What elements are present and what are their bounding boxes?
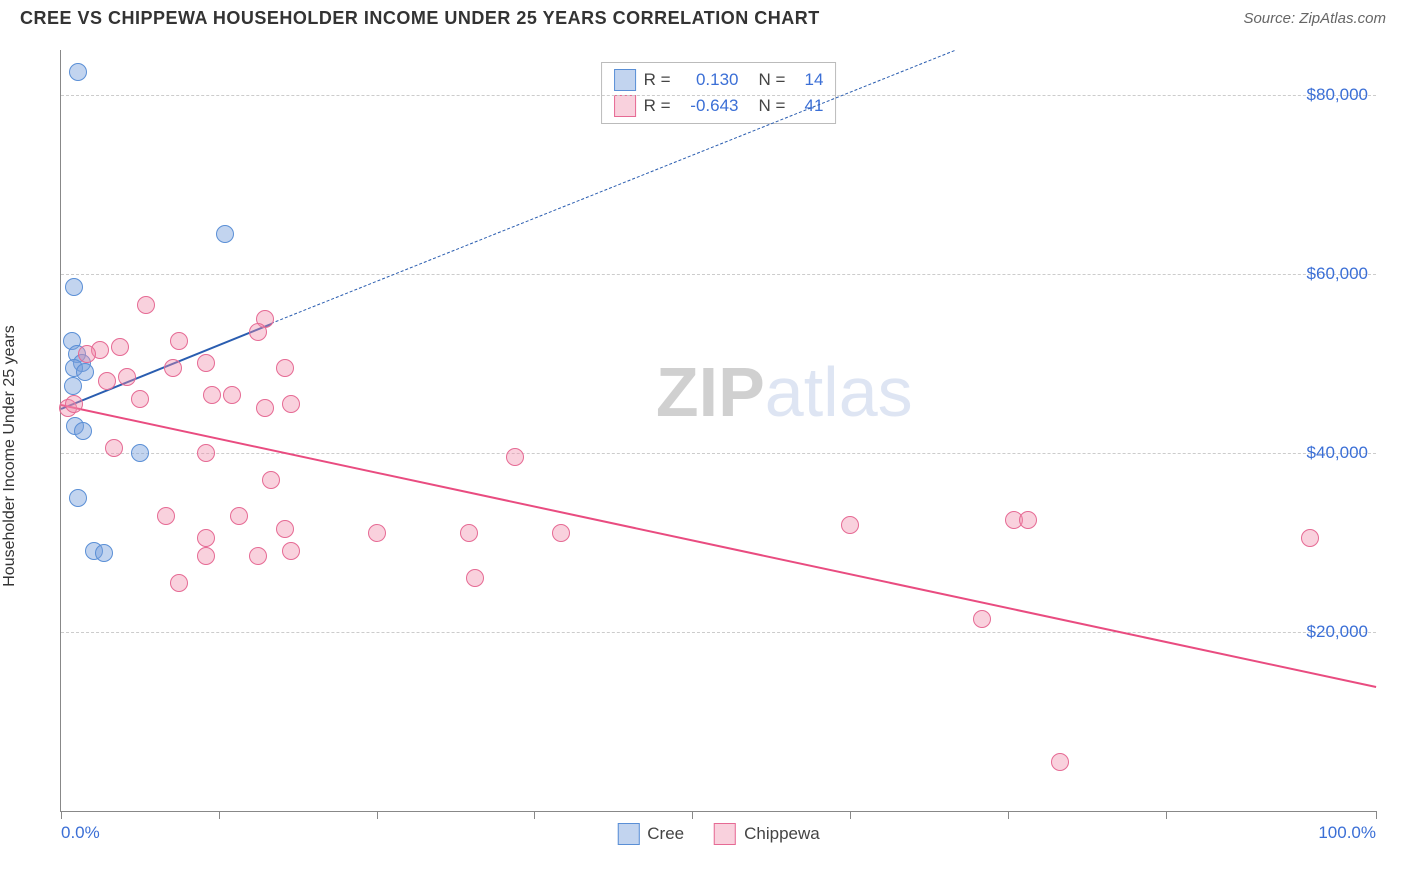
data-point <box>216 225 234 243</box>
x-tick <box>219 811 220 819</box>
y-tick-label: $60,000 <box>1307 264 1368 284</box>
data-point <box>197 354 215 372</box>
data-point <box>552 524 570 542</box>
data-point <box>223 386 241 404</box>
data-point <box>197 529 215 547</box>
data-point <box>78 345 96 363</box>
x-tick <box>1008 811 1009 819</box>
watermark-zip: ZIP <box>656 352 765 432</box>
gridline <box>61 453 1376 454</box>
data-point <box>368 524 386 542</box>
data-point <box>137 296 155 314</box>
r-value: 0.130 <box>679 70 739 90</box>
data-point <box>170 332 188 350</box>
data-point <box>506 448 524 466</box>
legend-item: Chippewa <box>714 823 820 845</box>
data-point <box>69 489 87 507</box>
y-tick-label: $80,000 <box>1307 85 1368 105</box>
data-point <box>203 386 221 404</box>
data-point <box>276 359 294 377</box>
n-label: N = <box>759 96 786 116</box>
data-point <box>1019 511 1037 529</box>
series-legend: Cree Chippewa <box>617 823 819 845</box>
stats-row: R = 0.130 N = 14 <box>614 67 824 93</box>
data-point <box>1301 529 1319 547</box>
y-tick-label: $20,000 <box>1307 622 1368 642</box>
data-point <box>256 399 274 417</box>
chart-header: CREE VS CHIPPEWA HOUSEHOLDER INCOME UNDE… <box>0 0 1406 29</box>
x-end-label: 100.0% <box>1318 823 1376 843</box>
data-point <box>466 569 484 587</box>
legend-label: Chippewa <box>744 824 820 844</box>
legend-swatch <box>714 823 736 845</box>
x-tick <box>1166 811 1167 819</box>
data-point <box>973 610 991 628</box>
data-point <box>65 278 83 296</box>
watermark: ZIPatlas <box>656 352 913 432</box>
r-value: -0.643 <box>679 96 739 116</box>
data-point <box>164 359 182 377</box>
gridline <box>61 632 1376 633</box>
x-tick <box>1376 811 1377 819</box>
data-point <box>230 507 248 525</box>
data-point <box>170 574 188 592</box>
r-label: R = <box>644 70 671 90</box>
x-start-label: 0.0% <box>61 823 100 843</box>
chart-area: Householder Income Under 25 years ZIPatl… <box>20 40 1386 872</box>
series-swatch <box>614 95 636 117</box>
legend-item: Cree <box>617 823 684 845</box>
data-point <box>65 395 83 413</box>
x-tick <box>377 811 378 819</box>
gridline <box>61 95 1376 96</box>
data-point <box>249 323 267 341</box>
data-point <box>197 444 215 462</box>
data-point <box>262 471 280 489</box>
data-point <box>131 444 149 462</box>
r-label: R = <box>644 96 671 116</box>
data-point <box>282 542 300 560</box>
data-point <box>131 390 149 408</box>
chart-title: CREE VS CHIPPEWA HOUSEHOLDER INCOME UNDE… <box>20 8 820 29</box>
legend-swatch <box>617 823 639 845</box>
data-point <box>64 377 82 395</box>
data-point <box>249 547 267 565</box>
y-tick-label: $40,000 <box>1307 443 1368 463</box>
x-tick <box>692 811 693 819</box>
gridline <box>61 274 1376 275</box>
data-point <box>98 372 116 390</box>
x-tick <box>61 811 62 819</box>
data-point <box>841 516 859 534</box>
data-point <box>1051 753 1069 771</box>
x-tick <box>850 811 851 819</box>
data-point <box>105 439 123 457</box>
data-point <box>111 338 129 356</box>
y-axis-label: Householder Income Under 25 years <box>1 325 19 586</box>
data-point <box>157 507 175 525</box>
data-point <box>276 520 294 538</box>
data-point <box>197 547 215 565</box>
data-point <box>69 63 87 81</box>
n-value: 14 <box>793 70 823 90</box>
series-swatch <box>614 69 636 91</box>
data-point <box>74 422 92 440</box>
trend-line <box>61 404 1376 688</box>
correlation-stats-box: R = 0.130N = 14R = -0.643N = 41 <box>601 62 837 124</box>
chart-source: Source: ZipAtlas.com <box>1243 10 1386 27</box>
x-tick <box>534 811 535 819</box>
watermark-atlas: atlas <box>765 352 913 432</box>
n-label: N = <box>759 70 786 90</box>
data-point <box>282 395 300 413</box>
plot-region: ZIPatlas R = 0.130N = 14R = -0.643N = 41… <box>60 50 1376 812</box>
legend-label: Cree <box>647 824 684 844</box>
data-point <box>95 544 113 562</box>
data-point <box>460 524 478 542</box>
data-point <box>118 368 136 386</box>
